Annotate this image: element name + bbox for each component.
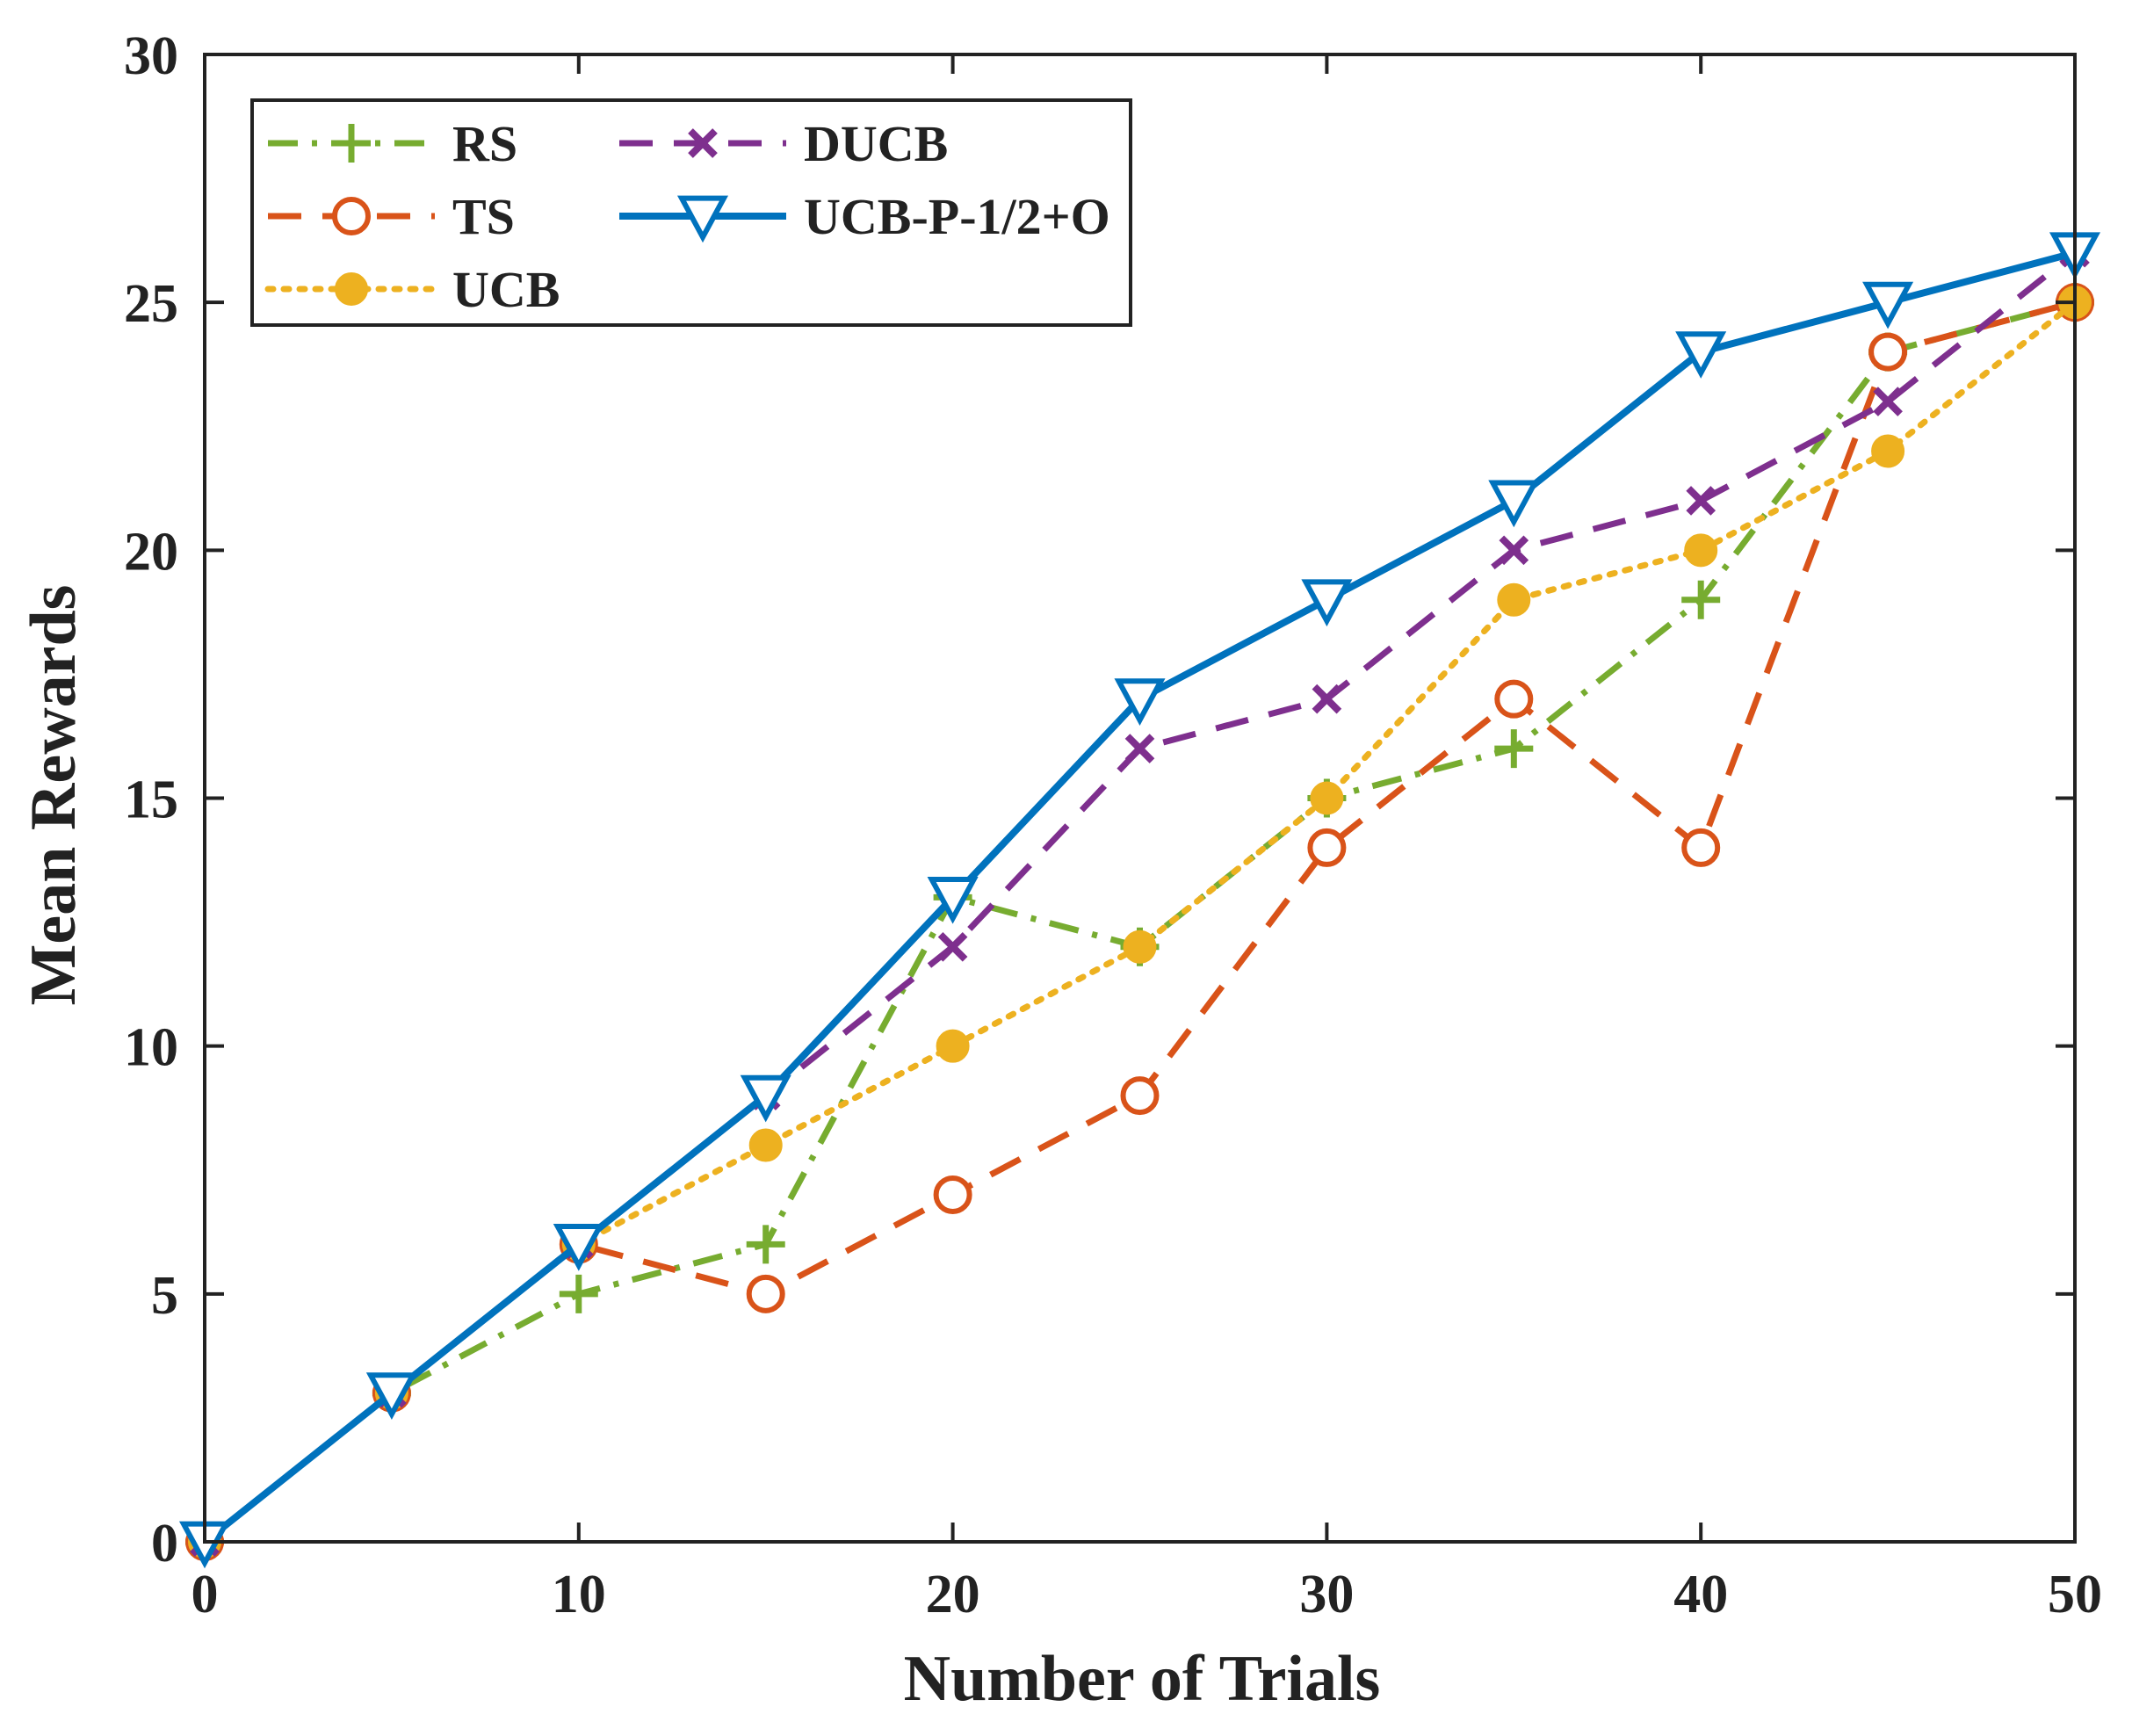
legend-label: RS — [452, 115, 517, 172]
y-tick-label: 30 — [124, 26, 178, 86]
series-line — [202, 250, 2078, 1544]
series-layer — [178, 232, 2101, 1569]
y-tick-label: 5 — [151, 1266, 178, 1326]
data-point — [1120, 1076, 1160, 1116]
data-point — [1307, 828, 1347, 867]
data-point — [936, 1029, 970, 1063]
legend-label: TS — [452, 188, 515, 245]
legend-item: RS — [268, 115, 517, 172]
legend-marker — [688, 128, 718, 158]
data-point — [748, 1128, 783, 1162]
tick-marks — [203, 53, 2077, 1544]
legend-marker — [676, 195, 729, 243]
x-tick-label: 10 — [552, 1565, 606, 1624]
legend-item: UCB — [264, 261, 560, 318]
data-point — [1684, 533, 1718, 568]
data-point — [1123, 929, 1157, 964]
x-tick-label: 50 — [2048, 1565, 2102, 1624]
data-point — [1494, 729, 1534, 769]
y-tick-label: 0 — [151, 1514, 178, 1573]
series-line — [202, 299, 2076, 1544]
data-point — [1675, 331, 1727, 379]
data-point — [746, 1274, 785, 1313]
data-point — [1862, 281, 1914, 329]
data-point — [933, 1175, 972, 1214]
legend-item: DUCB — [619, 115, 948, 172]
data-point — [559, 1274, 598, 1313]
data-point — [927, 876, 979, 924]
y-tick-label: 25 — [124, 274, 178, 334]
data-point — [1873, 387, 1903, 416]
data-point — [553, 1224, 604, 1271]
y-tick-label: 15 — [124, 770, 178, 830]
data-point — [740, 1074, 791, 1123]
data-point — [1310, 781, 1344, 815]
legend: RS TS UCB DUCB UCB-P-1/2+O — [250, 98, 1132, 327]
series-rs — [185, 283, 2094, 1561]
series-ucb — [188, 286, 2092, 1559]
x-tick-label: 40 — [1673, 1565, 1728, 1624]
data-point — [1312, 684, 1342, 714]
data-point — [1686, 486, 1716, 516]
legend-label: DUCB — [804, 115, 948, 172]
y-axis-label: Mean Rewards — [18, 585, 90, 1006]
y-tick-labels: 0 5 10 15 20 25 30 — [124, 26, 178, 1573]
data-point — [1871, 434, 1905, 468]
x-tick-label: 30 — [1299, 1565, 1354, 1624]
data-point — [1488, 480, 1540, 528]
x-tick-label: 0 — [192, 1565, 219, 1624]
legend-marker — [332, 124, 371, 163]
data-point — [746, 1225, 785, 1264]
data-point — [1124, 734, 1155, 763]
data-point — [1497, 582, 1531, 617]
y-tick-label: 10 — [124, 1018, 178, 1078]
legend-item: UCB-P-1/2+O — [619, 188, 1110, 245]
data-point — [365, 1372, 417, 1421]
series-line — [201, 299, 2078, 1545]
legend-label: UCB-P-1/2+O — [804, 188, 1110, 245]
data-point — [1114, 678, 1166, 726]
legend-item: TS — [268, 188, 515, 245]
series-line — [202, 249, 2077, 1545]
data-point — [1301, 579, 1353, 627]
data-point — [937, 931, 968, 962]
data-point — [1681, 580, 1721, 619]
x-tick-label: 20 — [926, 1565, 980, 1624]
data-point — [1499, 535, 1529, 566]
legend-marker — [332, 197, 371, 235]
legend-marker — [335, 272, 368, 306]
y-tick-label: 20 — [124, 522, 178, 582]
x-tick-labels: 0 10 20 30 40 50 — [192, 1565, 2103, 1624]
x-axis-label: Number of Trials — [904, 1643, 1381, 1715]
data-point — [1494, 679, 1534, 719]
series-line — [202, 299, 2076, 1544]
data-point — [1681, 828, 1721, 867]
legend-label: UCB — [452, 261, 560, 318]
series-ducb — [190, 237, 2090, 1557]
series-ucb-p-1-2-o — [178, 232, 2101, 1569]
series-ts — [185, 283, 2094, 1561]
data-point — [1868, 332, 1908, 372]
